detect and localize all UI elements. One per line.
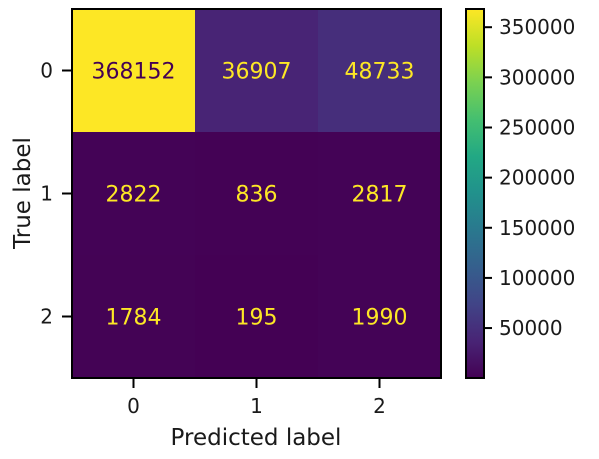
cell-value-label: 2817	[352, 183, 408, 208]
y-axis-label: True label	[10, 137, 36, 250]
cell-value-label: 2822	[106, 183, 162, 208]
colorbar-ticks: 50000 100000 150000 200000 250000 300000 35000…	[484, 15, 575, 340]
x-tick-label: 0	[127, 394, 140, 418]
y-tick-label: 2	[40, 305, 53, 329]
colorbar-tick-label: 350000	[499, 15, 575, 39]
y-axis-ticks: 0 1 2	[40, 59, 72, 329]
heatmap-cell	[72, 255, 196, 379]
x-axis-label: Predicted label	[171, 425, 342, 451]
colorbar-tick-label: 150000	[499, 216, 575, 240]
heatmap-cell	[195, 9, 319, 133]
colorbar-tick-label: 300000	[499, 65, 575, 89]
y-tick-label: 1	[40, 182, 53, 206]
y-tick-label: 0	[40, 59, 53, 83]
cell-value-labels: 368152 36907 48733 2822 836 2817 1784 195 1990	[92, 60, 415, 331]
cell-value-label: 368152	[92, 60, 176, 85]
heatmap-cell	[318, 9, 442, 133]
x-tick-label: 1	[250, 394, 263, 418]
heatmap-cell	[195, 132, 319, 256]
heatmap-cell	[318, 132, 442, 256]
cell-value-label: 48733	[345, 60, 415, 85]
cell-value-label: 1990	[352, 306, 408, 331]
cell-value-label: 195	[236, 306, 278, 331]
colorbar-tick-label: 200000	[499, 166, 575, 190]
cell-value-label: 836	[236, 183, 278, 208]
cell-value-label: 36907	[222, 60, 292, 85]
cell-value-label: 1784	[106, 306, 162, 331]
x-axis-ticks: 0 1 2	[127, 378, 386, 418]
heatmap-cell	[318, 255, 442, 379]
x-tick-label: 2	[373, 394, 386, 418]
colorbar-tick-label: 250000	[499, 115, 575, 139]
colorbar-tick-label: 50000	[499, 316, 563, 340]
heatmap-cells	[72, 9, 442, 379]
colorbar	[465, 8, 485, 379]
heatmap-cell	[72, 132, 196, 256]
heatmap-cell	[72, 9, 196, 133]
heatmap-cell	[195, 255, 319, 379]
colorbar-tick-label: 100000	[499, 266, 575, 290]
